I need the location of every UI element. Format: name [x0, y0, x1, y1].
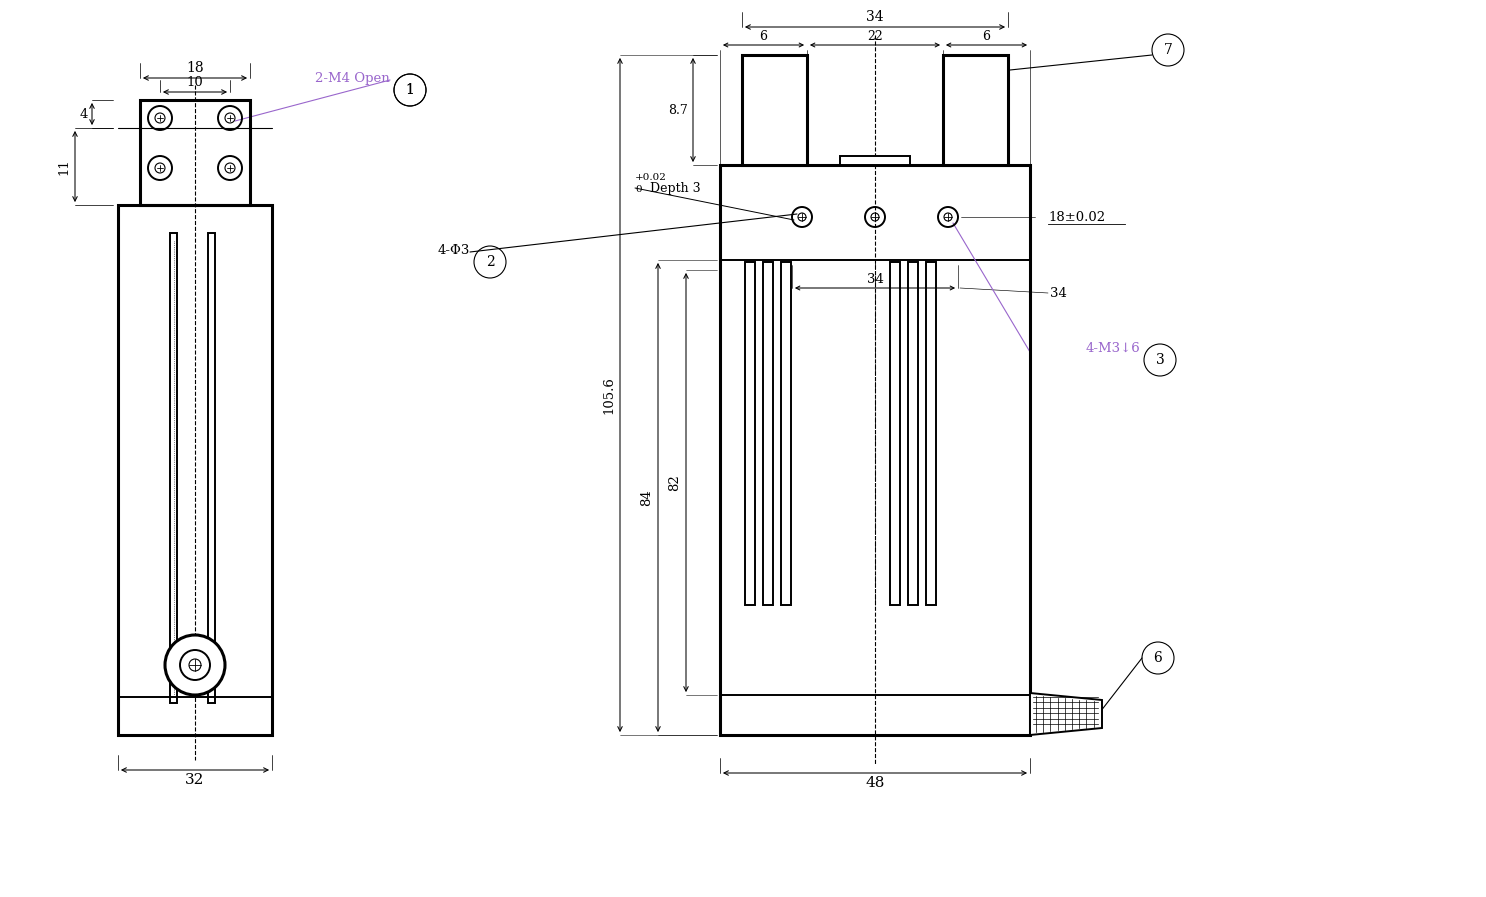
Text: 1: 1: [406, 83, 415, 97]
Text: 84: 84: [640, 489, 652, 506]
Bar: [782, 262, 791, 605]
Circle shape: [189, 659, 201, 671]
Text: 34: 34: [866, 273, 884, 286]
Bar: [742, 55, 807, 165]
Circle shape: [180, 650, 210, 680]
Text: 10: 10: [187, 76, 204, 89]
Text: 8.7: 8.7: [669, 103, 688, 117]
Text: 0: 0: [635, 185, 642, 194]
Text: 6: 6: [759, 30, 767, 43]
Text: 7: 7: [1164, 43, 1172, 57]
Text: 11: 11: [56, 158, 70, 175]
Text: 34: 34: [1051, 286, 1067, 300]
Bar: [944, 55, 1008, 165]
Text: Depth 3: Depth 3: [649, 181, 700, 195]
Text: 2-M4 Open: 2-M4 Open: [315, 72, 389, 84]
Bar: [926, 262, 936, 605]
Text: 82: 82: [669, 475, 681, 491]
Circle shape: [165, 635, 224, 695]
Bar: [840, 156, 909, 165]
Bar: [908, 262, 918, 605]
Text: 18: 18: [186, 61, 204, 75]
Text: 2: 2: [486, 255, 495, 269]
Text: 22: 22: [868, 30, 883, 43]
Bar: [140, 100, 250, 205]
Bar: [208, 233, 215, 703]
Text: 18±0.02: 18±0.02: [1048, 211, 1106, 223]
Text: 4-Φ3: 4-Φ3: [437, 243, 470, 257]
Text: 4: 4: [80, 108, 88, 120]
Text: 3: 3: [1156, 353, 1165, 367]
Bar: [744, 262, 755, 605]
Text: 1: 1: [406, 83, 415, 97]
Text: 6: 6: [982, 30, 991, 43]
Text: 34: 34: [866, 10, 884, 24]
Bar: [890, 262, 901, 605]
Bar: [169, 233, 177, 703]
Text: 6: 6: [1153, 651, 1162, 665]
Text: 4-M3↓6: 4-M3↓6: [1085, 342, 1140, 354]
Polygon shape: [1030, 693, 1103, 735]
Bar: [721, 165, 1030, 735]
Bar: [762, 262, 773, 605]
Text: +0.02: +0.02: [635, 173, 667, 182]
Text: 105.6: 105.6: [602, 376, 615, 414]
Bar: [117, 205, 272, 735]
Text: 48: 48: [865, 776, 884, 790]
Text: 32: 32: [186, 773, 205, 787]
